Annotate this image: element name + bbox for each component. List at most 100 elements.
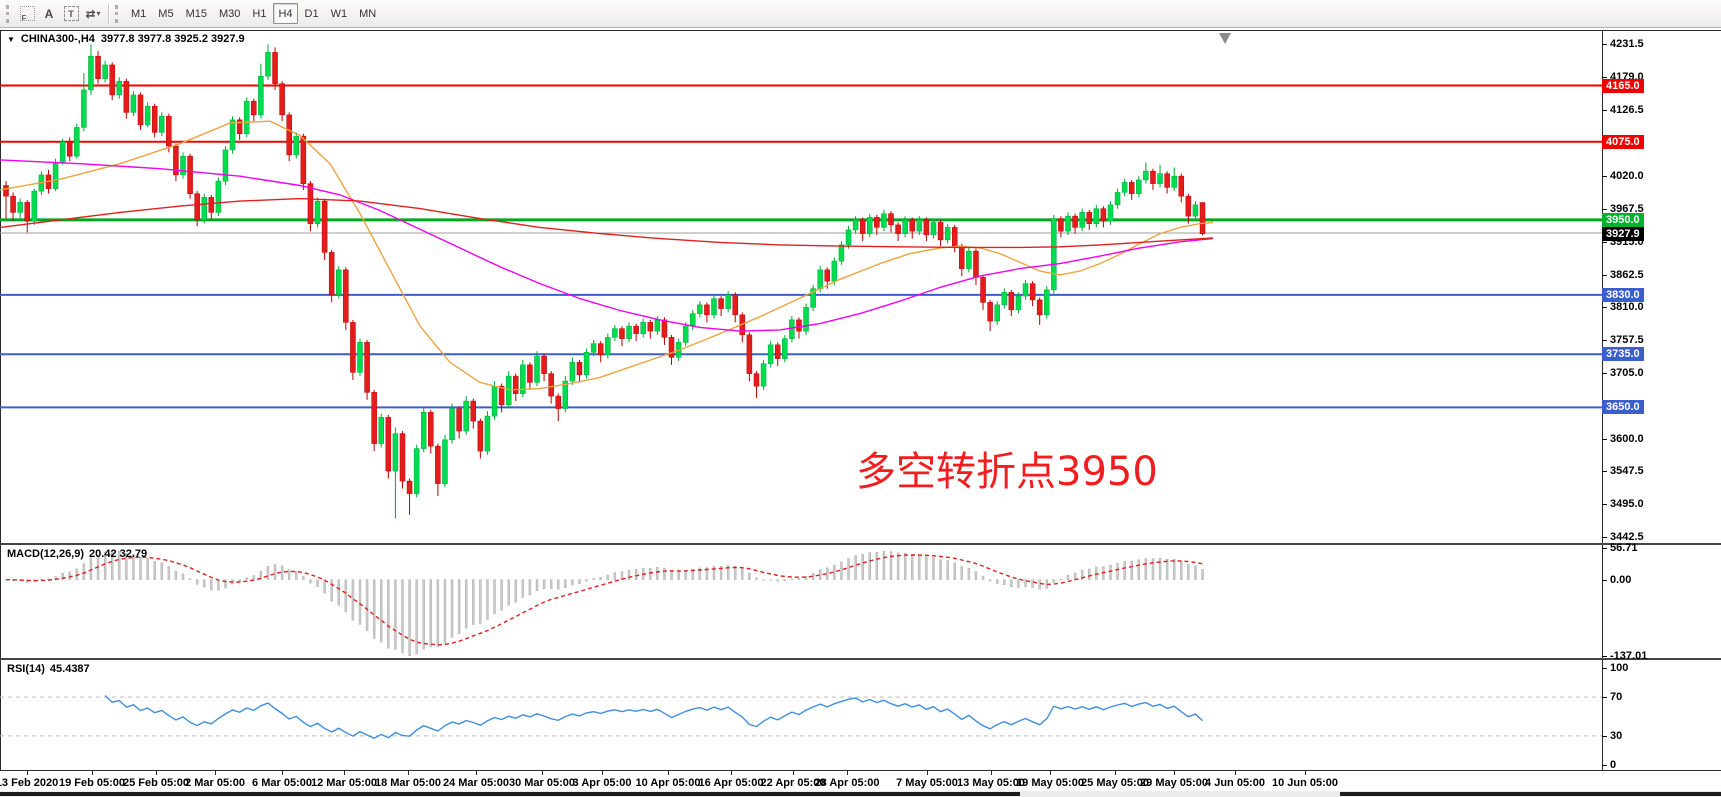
time-label: 29 May 05:00 <box>1140 777 1208 789</box>
time-tick <box>156 771 157 775</box>
time-label: 13 Feb 2020 <box>0 777 59 789</box>
timeframe-button-M15[interactable]: M15 <box>185 7 207 20</box>
candles <box>3 44 1206 519</box>
rsi-axis-label: 0 <box>1610 759 1617 771</box>
price-tick-label: 3495.0 <box>1610 498 1644 511</box>
price-tick <box>1602 307 1607 309</box>
price-tick <box>1602 76 1607 78</box>
macd-tick <box>1602 579 1607 581</box>
chart-frame-icon[interactable]: F <box>16 4 38 24</box>
time-label: 28 Apr 05:00 <box>814 777 880 789</box>
time-tick <box>793 771 794 775</box>
rsi-tick <box>1602 697 1607 699</box>
timeframe-button-M30[interactable]: M30 <box>218 7 241 20</box>
ma-red[interactable] <box>0 197 1214 249</box>
time-tick <box>731 771 732 775</box>
macd-histogram <box>4 550 1204 656</box>
rsi-tick <box>1602 668 1607 669</box>
rsi-tick <box>1602 735 1607 737</box>
time-label: 25 May 05:00 <box>1081 777 1149 789</box>
price-tick-label: 4126.5 <box>1610 103 1644 116</box>
price-tick-label: 3810.0 <box>1610 301 1644 314</box>
time-label: 19 Feb 05:00 <box>58 777 126 789</box>
dropdown-caret-icon[interactable]: ▾ <box>96 9 101 18</box>
price-tick-label: 3442.5 <box>1610 531 1644 543</box>
price-badge-3927.9: 3927.9 <box>1602 226 1644 241</box>
legend-dropdown-icon[interactable]: ▼ <box>7 34 15 44</box>
price-badge-3830.0: 3830.0 <box>1602 287 1644 302</box>
chart-legend[interactable]: ▼ CHINA300-,H4 3977.8 3977.8 3925.2 3927… <box>7 33 245 45</box>
ohlc-values: 3977.8 3977.8 3925.2 3927.9 <box>100 33 245 45</box>
time-tick <box>344 771 345 775</box>
time-label: 12 Mar 05:00 <box>310 777 378 789</box>
main-chart-canvas[interactable] <box>0 30 1602 543</box>
price-badge-3650.0: 3650.0 <box>1602 400 1644 415</box>
rsi-axis-label: 30 <box>1610 729 1623 742</box>
timeframe-button-group: M1 M5 M15 M30 H1 H4 D1 W1 MN <box>125 3 382 24</box>
time-label: 7 May 05:00 <box>896 777 958 789</box>
text-label-tool-icon[interactable]: A <box>44 6 54 21</box>
macd-tick <box>1602 656 1607 657</box>
price-tick <box>1602 176 1607 178</box>
time-tick <box>1235 771 1236 775</box>
text-box-tool-icon[interactable]: T <box>60 4 82 24</box>
timeframe-button-MN[interactable]: MN <box>359 7 377 20</box>
timeframe-button-H1[interactable]: H1 <box>252 7 267 20</box>
time-tick <box>215 771 216 775</box>
macd-axis-label: -137.01 <box>1610 650 1648 662</box>
time-tick <box>1174 771 1175 775</box>
toolbar-separator <box>108 3 109 24</box>
timeframe-button-D1[interactable]: D1 <box>304 7 319 20</box>
macd-tick <box>1602 548 1607 549</box>
timeframe-button-M5[interactable]: M5 <box>158 7 174 20</box>
time-tick <box>1115 771 1116 775</box>
price-axis-border <box>1602 30 1603 770</box>
chart-shift-marker-icon[interactable] <box>1219 33 1231 44</box>
time-label: 22 Apr 05:00 <box>760 777 826 789</box>
price-tick <box>1602 109 1607 111</box>
horizontal-scrollbar[interactable] <box>0 791 1721 797</box>
time-tick <box>282 771 283 775</box>
macd-signal-line <box>5 554 1203 646</box>
timeframe-button-H4[interactable]: H4 <box>273 3 298 24</box>
time-tick <box>668 771 669 775</box>
rsi-panel-canvas[interactable] <box>0 660 1602 770</box>
time-label: 24 Mar 05:00 <box>442 777 510 789</box>
scrollbar-thumb[interactable] <box>0 792 1020 796</box>
price-tick <box>1602 241 1607 243</box>
time-tick <box>92 771 93 775</box>
macd-panel-canvas[interactable] <box>0 545 1602 658</box>
price-tick-label: 4020.0 <box>1610 170 1644 183</box>
timeframe-button-M1[interactable]: M1 <box>131 7 147 20</box>
timeframe-grip[interactable] <box>115 4 120 23</box>
price-tick <box>1602 274 1607 276</box>
time-tick <box>847 771 848 775</box>
time-label: 3 Apr 05:00 <box>572 777 632 789</box>
arrows-tool-icon[interactable]: ⇄ ▾ <box>85 6 101 21</box>
pivot-annotation-text[interactable]: 多空转折点3950 <box>856 449 1158 495</box>
time-label: 25 Feb 05:00 <box>122 777 190 789</box>
time-label: 13 May 05:00 <box>957 777 1025 789</box>
macd-panel-divider[interactable] <box>0 543 1721 545</box>
time-tick <box>408 771 409 775</box>
time-tick <box>927 771 928 775</box>
time-label: 4 Jun 05:00 <box>1205 777 1265 789</box>
time-tick <box>991 771 992 775</box>
price-badge-3950.0: 3950.0 <box>1602 212 1644 227</box>
rsi-panel-divider[interactable] <box>0 658 1721 660</box>
toolbar-grip[interactable] <box>6 4 11 23</box>
price-badge-4165.0: 4165.0 <box>1602 78 1644 93</box>
toolbar: F A T ⇄ ▾ M1 M5 M15 M30 H1 H4 D1 W1 MN <box>0 0 1721 28</box>
scrollbar-segment[interactable] <box>1340 792 1721 796</box>
ma-orange[interactable] <box>0 120 1214 391</box>
timeframe-button-W1[interactable]: W1 <box>330 7 348 20</box>
rsi-axis-label: 70 <box>1610 691 1623 704</box>
time-axis[interactable]: 13 Feb 2020 19 Feb 05:00 25 Feb 05:00 2 Mar… <box>0 770 1721 791</box>
frame-icon: F <box>19 6 35 23</box>
ma-magenta[interactable] <box>0 159 1214 332</box>
price-tick-label: 3862.5 <box>1610 268 1644 281</box>
price-badge-3735.0: 3735.0 <box>1602 347 1644 362</box>
time-label: 2 Mar 05:00 <box>185 777 245 789</box>
chart-top-border <box>0 30 1721 31</box>
